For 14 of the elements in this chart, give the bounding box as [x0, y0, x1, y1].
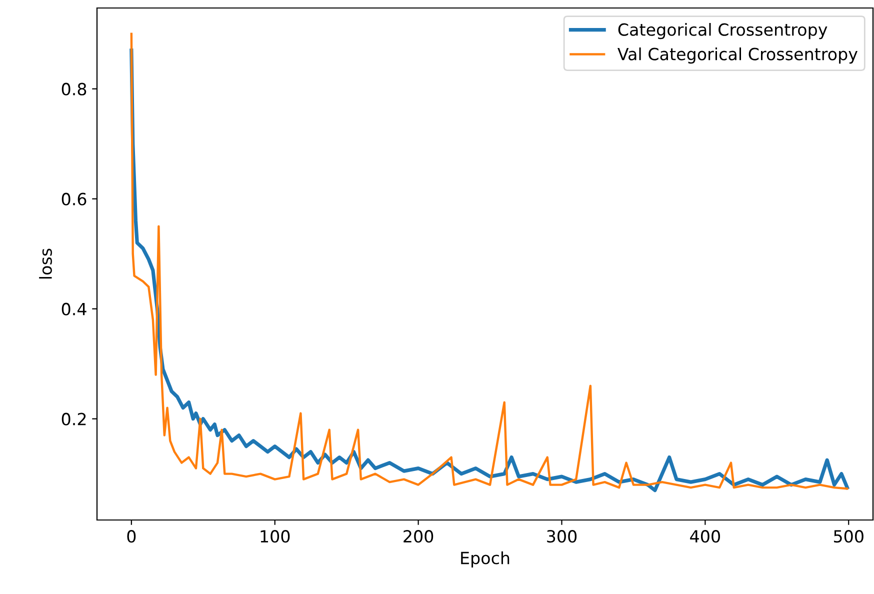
- legend-label: Categorical Crossentropy: [618, 23, 828, 40]
- y-axis-title: loss: [39, 248, 52, 279]
- x-tick-label: 100: [260, 530, 290, 543]
- x-tick-label: 0: [127, 530, 136, 543]
- x-tick-label: 300: [547, 530, 577, 543]
- y-tick-label: 0.8: [62, 82, 86, 96]
- y-tick-label: 0.6: [62, 192, 86, 206]
- x-tick-label: 200: [404, 530, 434, 543]
- x-tick-label: 500: [834, 530, 864, 543]
- x-tick-label: 400: [690, 530, 720, 543]
- y-tick-label: 0.4: [62, 302, 86, 316]
- legend-label: Val Categorical Crossentropy: [618, 47, 858, 64]
- x-axis-title: Epoch: [461, 551, 510, 568]
- y-tick-label: 0.2: [62, 412, 86, 426]
